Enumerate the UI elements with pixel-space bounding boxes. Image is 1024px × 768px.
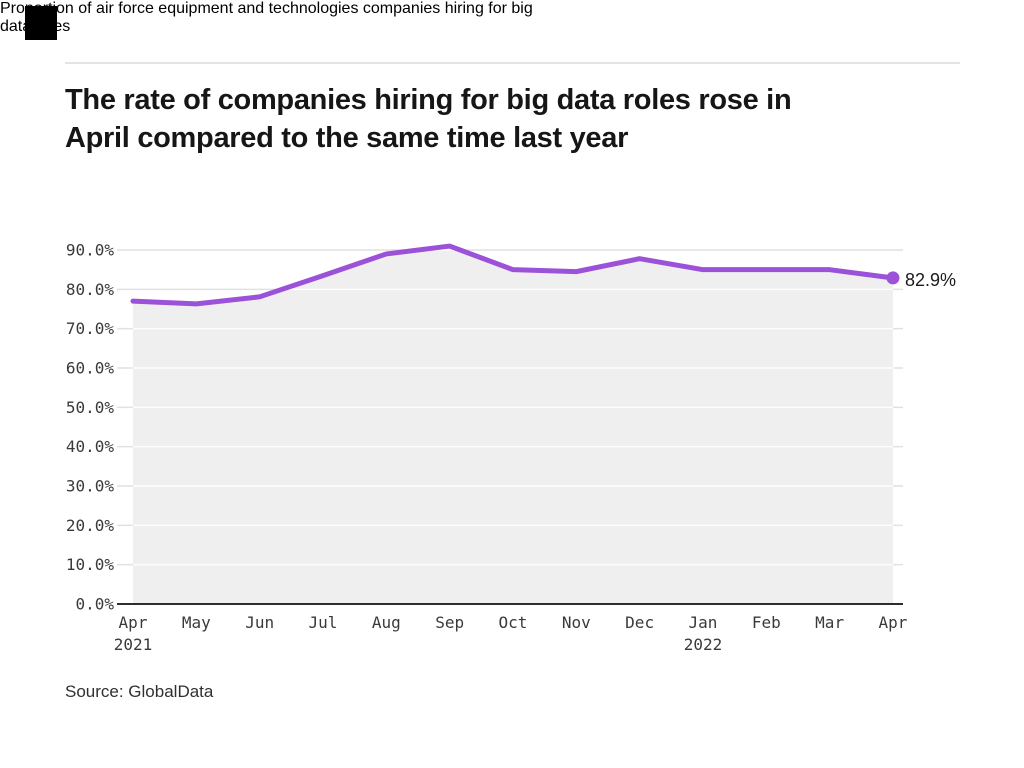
x-tick-label: Jan xyxy=(689,613,718,632)
x-tick-label: Aug xyxy=(372,613,401,632)
area-fill xyxy=(133,246,893,604)
x-tick-label: Dec xyxy=(625,613,654,632)
x-tick-label: Apr xyxy=(879,613,908,632)
x-tick-label: Nov xyxy=(562,613,591,632)
x-tick-label: Sep xyxy=(435,613,464,632)
data-point-marker xyxy=(886,271,900,285)
y-tick-label: 10.0% xyxy=(66,555,115,574)
x-tick-label: Oct xyxy=(499,613,528,632)
x-tick-label: May xyxy=(182,613,211,632)
x-tick-label: Jun xyxy=(245,613,274,632)
y-tick-label: 40.0% xyxy=(66,437,115,456)
x-tick-label: Feb xyxy=(752,613,781,632)
x-tick-label: Mar xyxy=(815,613,844,632)
source-note: Source: GlobalData xyxy=(65,682,214,701)
trend-line xyxy=(130,243,896,307)
brand-logo-square xyxy=(25,6,57,40)
end-value-label: 82.9% xyxy=(905,270,956,290)
x-tick-label: Jul xyxy=(309,613,338,632)
y-tick-label: 90.0% xyxy=(66,241,115,260)
chart-subtitle-line-1: Proportion of air force equipment and te… xyxy=(0,0,533,17)
y-tick-label: 0.0% xyxy=(75,595,114,614)
header-divider xyxy=(65,62,960,64)
y-tick-label: 50.0% xyxy=(66,398,115,417)
x-tick-year-label: 2021 xyxy=(114,635,153,654)
y-tick-label: 70.0% xyxy=(66,319,115,338)
chart-title: The rate of companies hiring for big dat… xyxy=(65,81,792,157)
y-tick-label: 80.0% xyxy=(66,280,115,299)
chart-title-line-2: April compared to the same time last yea… xyxy=(65,122,629,154)
x-tick-year-label: 2022 xyxy=(684,635,723,654)
y-tick-label: 60.0% xyxy=(66,359,115,378)
y-tick-label: 30.0% xyxy=(66,477,115,496)
y-tick-label: 20.0% xyxy=(66,516,115,535)
x-tick-label: Apr xyxy=(119,613,148,632)
chart-title-line-1: The rate of companies hiring for big dat… xyxy=(65,84,792,116)
